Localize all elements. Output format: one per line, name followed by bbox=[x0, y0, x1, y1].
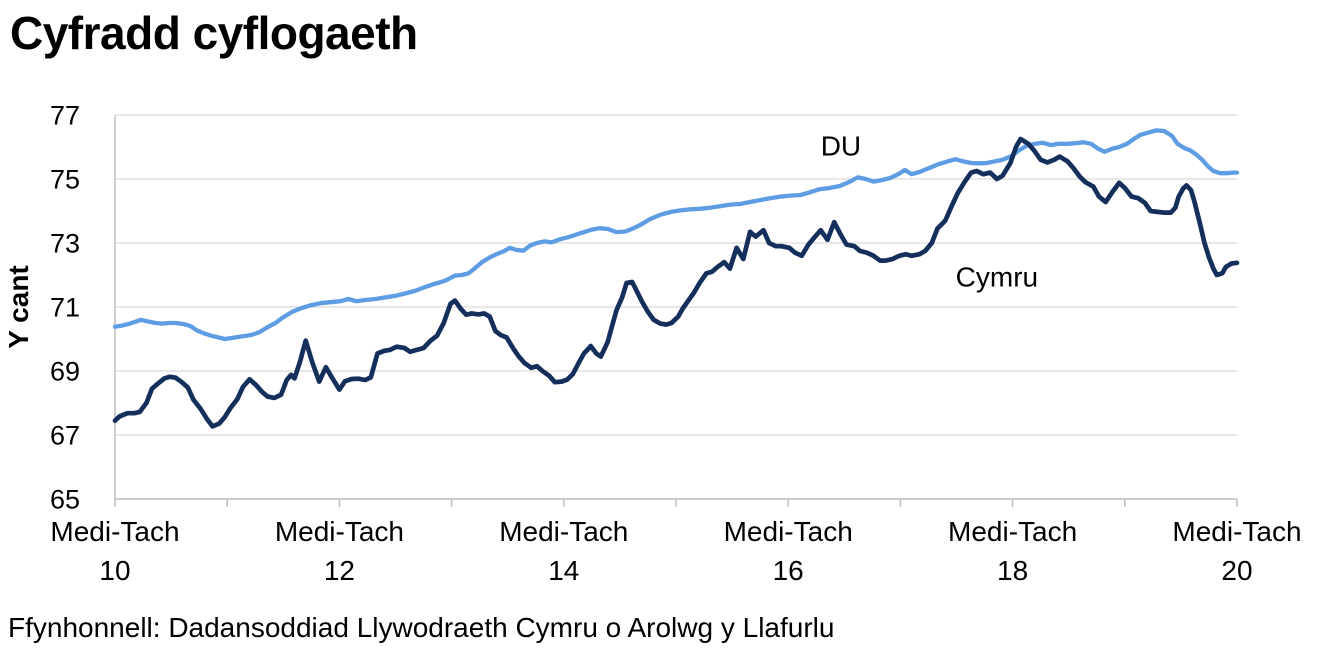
y-tick-label: 71 bbox=[50, 293, 80, 323]
x-tick-label: Medi-Tach 14 bbox=[499, 516, 628, 586]
source-note: Ffynhonnell: Dadansoddiad Llywodraeth Cy… bbox=[8, 612, 835, 643]
x-tick-label: Medi-Tach 18 bbox=[948, 516, 1077, 586]
x-tick-label: Medi-Tach 12 bbox=[275, 516, 404, 586]
y-tick-label: 65 bbox=[50, 485, 80, 515]
x-tick-label: Medi-Tach 10 bbox=[50, 516, 179, 586]
cymru-series-label: Cymru bbox=[956, 262, 1038, 293]
x-tick-label: Medi-Tach 20 bbox=[1172, 516, 1301, 586]
y-tick-labels: 65 67 69 71 73 75 77 bbox=[50, 101, 80, 515]
y-axis-title: Y cant bbox=[3, 265, 34, 349]
du-line bbox=[112, 128, 1240, 342]
y-tick-label: 69 bbox=[50, 357, 80, 387]
y-tick-label: 77 bbox=[50, 101, 80, 131]
cymru-line bbox=[112, 136, 1240, 429]
x-tick-labels: Medi-Tach 10 Medi-Tach 12 Medi-Tach 14 Medi-Ta… bbox=[50, 516, 1301, 586]
chart-title: Cyfradd cyflogaeth bbox=[10, 7, 418, 59]
du-series-label: DU bbox=[821, 130, 861, 161]
y-tick-label: 75 bbox=[50, 165, 80, 195]
x-axis-ticks bbox=[114, 499, 1238, 507]
y-tick-label: 67 bbox=[50, 421, 80, 451]
x-tick-label: Medi-Tach 16 bbox=[724, 516, 853, 586]
y-tick-label: 73 bbox=[50, 229, 80, 259]
